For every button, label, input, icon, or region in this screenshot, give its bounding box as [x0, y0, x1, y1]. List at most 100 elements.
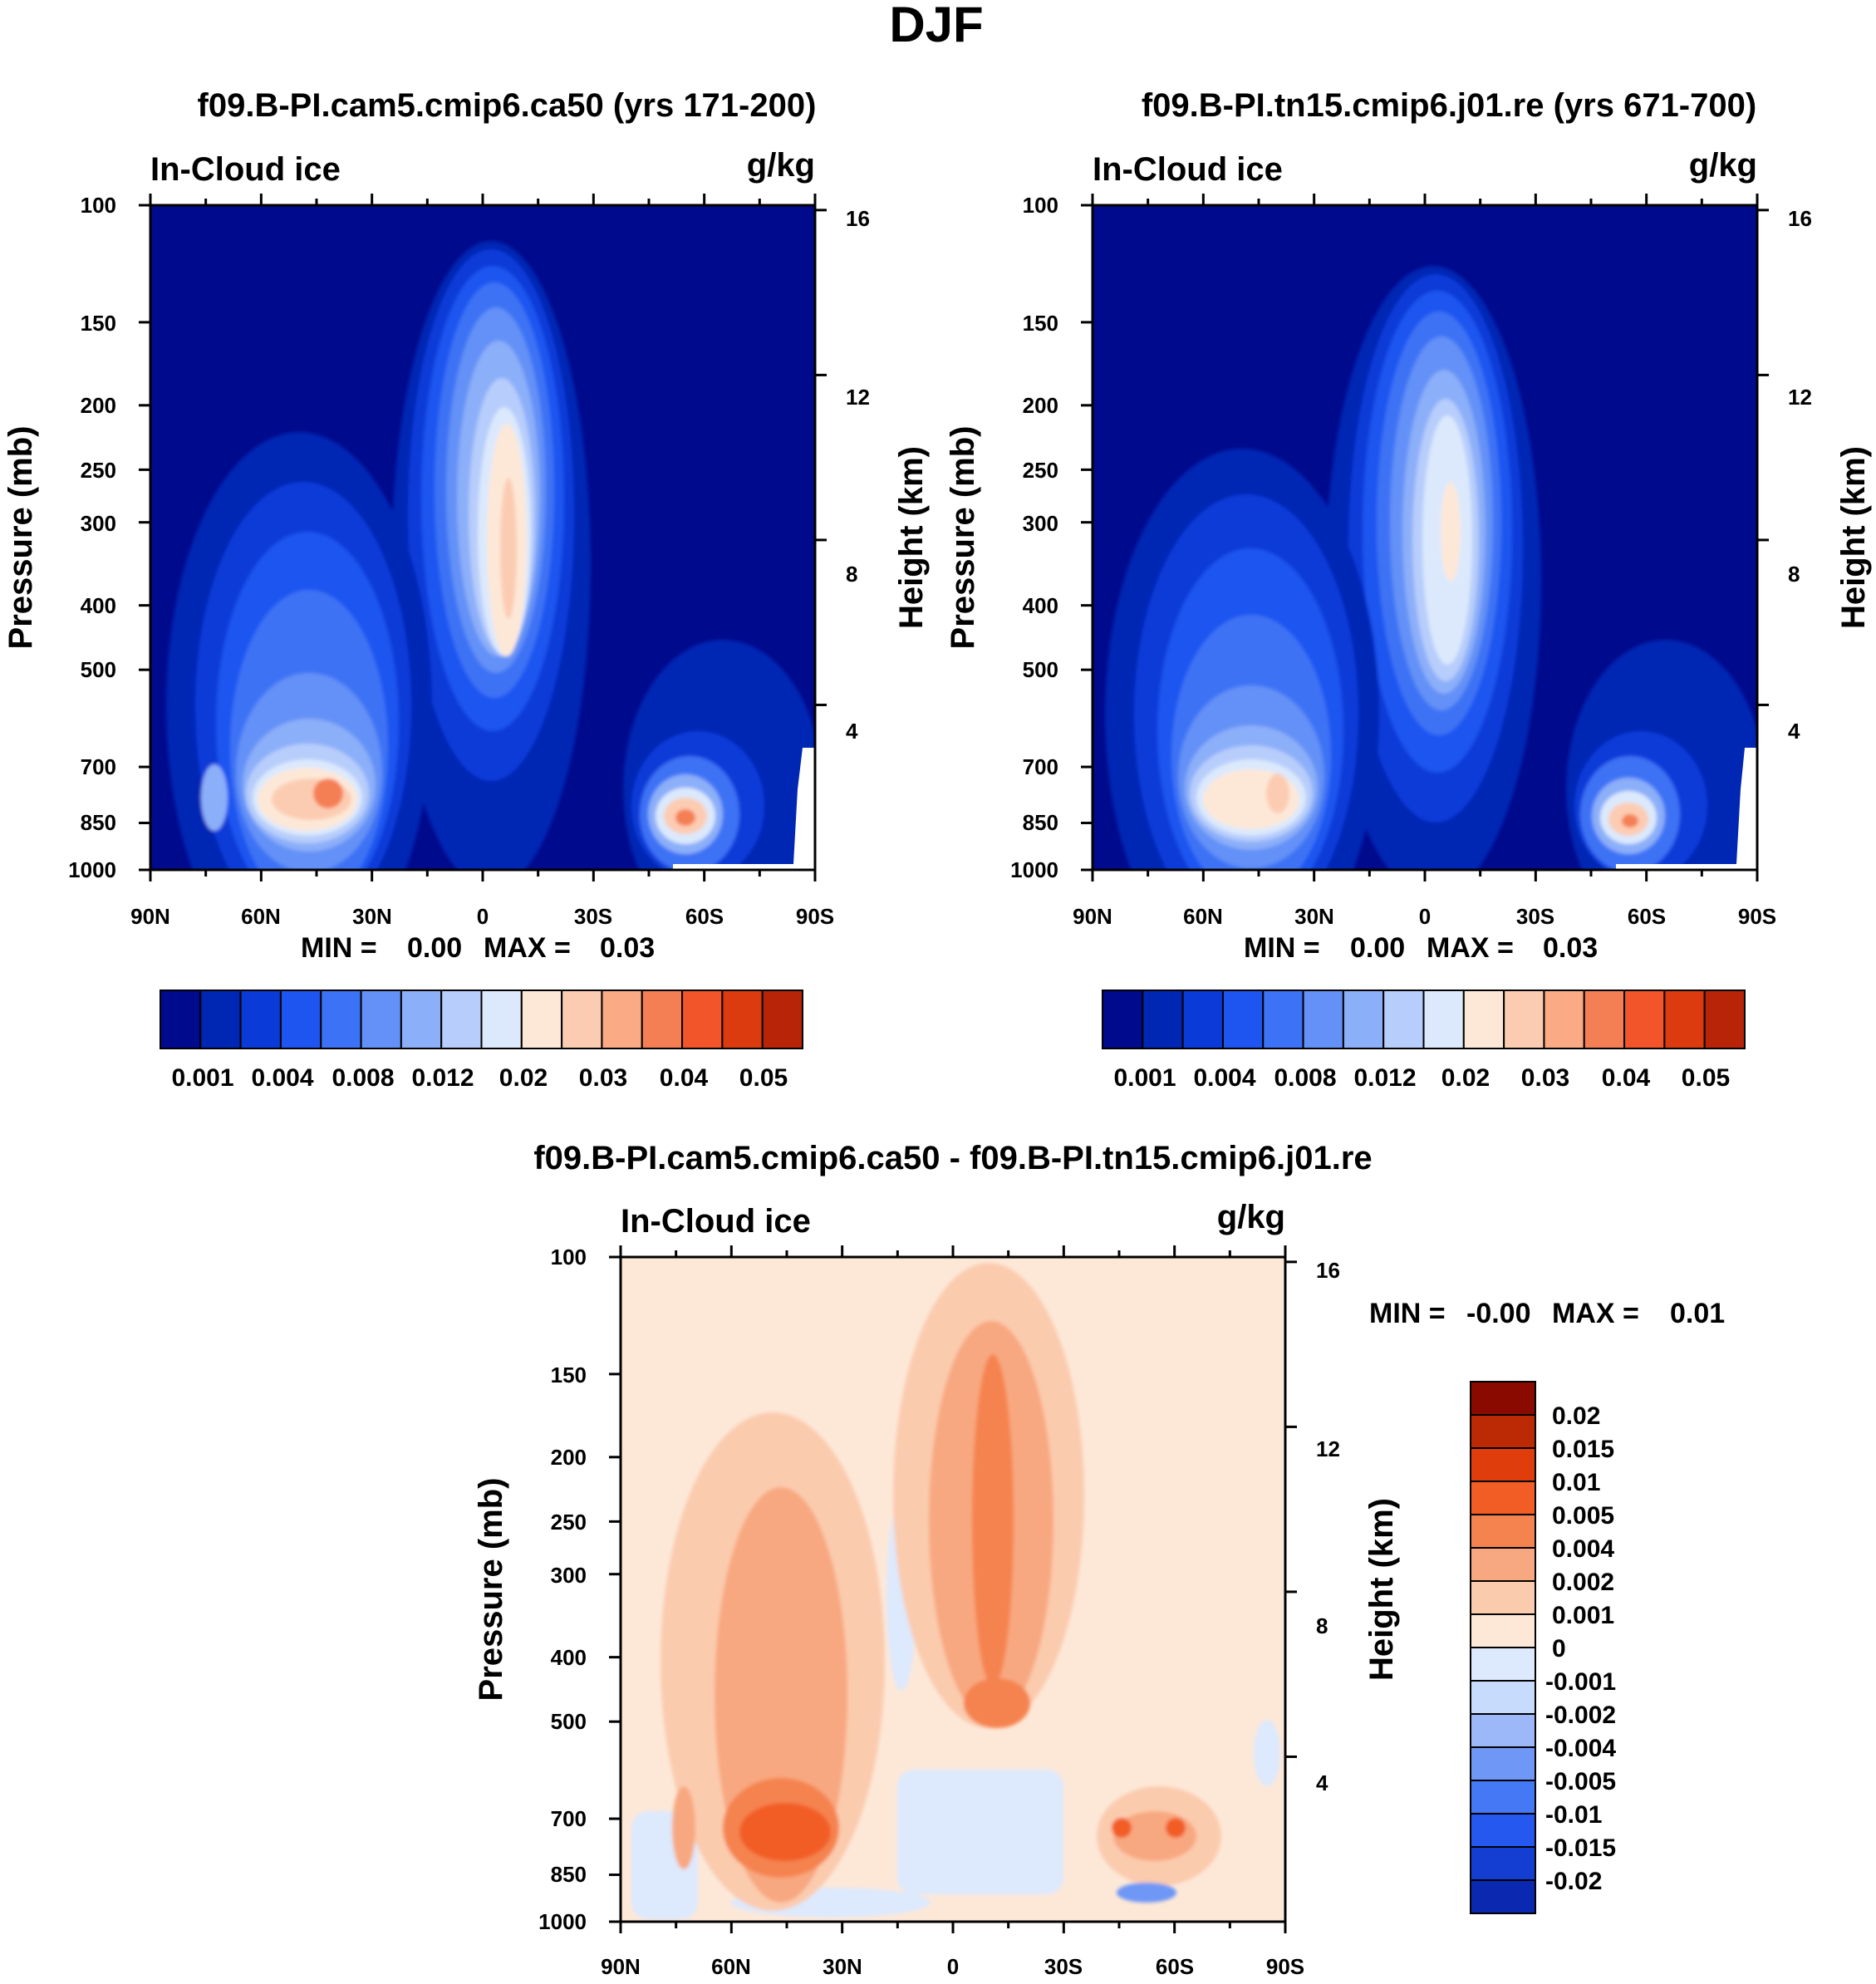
colorbar-swatch — [1470, 1813, 1536, 1848]
colorbar-label: 0.008 — [1274, 1064, 1336, 1092]
colorbar-label: 0.001 — [171, 1064, 233, 1092]
colorbar-swatch — [1470, 1414, 1536, 1449]
colorbar-label: -0.005 — [1545, 1768, 1616, 1795]
contour-field — [621, 1257, 1285, 1922]
x-tick: 90S — [1738, 904, 1776, 929]
y-tick: 500 — [551, 1709, 587, 1734]
min-label: MIN = — [1244, 932, 1320, 964]
colorbar-swatch — [1221, 990, 1265, 1049]
contour-field — [1093, 205, 1757, 870]
colorbar-label: 0.05 — [739, 1064, 788, 1092]
y-axis-label: Pressure (mb) — [2, 426, 39, 650]
colorbar-swatch — [400, 990, 443, 1049]
min-max-readout: MIN = -0.00 MAX = 0.01 — [1369, 1298, 1725, 1329]
colorbar-label: 0.012 — [411, 1064, 474, 1092]
colorbar-swatch — [1302, 990, 1344, 1049]
max-label: MAX = — [1552, 1298, 1639, 1329]
colorbar-swatch — [160, 990, 202, 1049]
colorbar-swatch — [520, 990, 563, 1049]
y-tick: 200 — [551, 1445, 587, 1470]
y-right-tick-labels: 16 12 8 4 — [1788, 206, 1812, 744]
colorbar-swatch — [1470, 1481, 1536, 1515]
figure-title: DJF — [889, 0, 983, 52]
units-label: g/kg — [1689, 147, 1757, 184]
axis-ticks — [1081, 194, 1769, 882]
colorbar-swatch — [1470, 1547, 1536, 1582]
colorbar-swatch — [561, 990, 603, 1049]
min-label: MIN = — [1369, 1298, 1446, 1329]
colorbar-swatch — [360, 990, 402, 1049]
colorbar-swatch — [1470, 1780, 1536, 1815]
y-tick: 400 — [551, 1645, 587, 1670]
y-tick: 100 — [551, 1245, 587, 1269]
y-axis-label: Pressure (mb) — [945, 426, 981, 650]
min-max-readout: MIN = 0.00 MAX = 0.03 — [1244, 932, 1598, 964]
min-value: 0.00 — [407, 932, 462, 964]
variable-label: In-Cloud ice — [1093, 151, 1283, 188]
colorbar-label: 0.015 — [1552, 1436, 1614, 1463]
y-tick: 850 — [1023, 810, 1058, 835]
y-tick: 150 — [1023, 311, 1058, 336]
height-tick: 8 — [1788, 562, 1800, 587]
colorbar-swatch — [1470, 1746, 1536, 1781]
colorbar-label: 0.04 — [1602, 1064, 1651, 1092]
x-tick: 30N — [823, 1954, 862, 1979]
height-tick: 16 — [1788, 206, 1812, 231]
colorbar-swatch — [1470, 1447, 1536, 1482]
panel-title: f09.B-PI.tn15.cmip6.j01.re (yrs 671-700) — [1142, 87, 1756, 124]
y-axis-label: Pressure (mb) — [473, 1478, 509, 1702]
colorbar-label: -0.002 — [1545, 1702, 1616, 1729]
y-tick: 300 — [81, 511, 116, 536]
colorbar-swatch — [279, 990, 322, 1049]
colorbar-swatch — [1623, 990, 1666, 1049]
x-tick: 60S — [1628, 904, 1666, 929]
colorbar-label: 0.005 — [1552, 1502, 1614, 1530]
variable-label: In-Cloud ice — [150, 151, 341, 188]
colorbar-swatch — [1470, 1713, 1536, 1748]
x-tick: 90N — [1073, 904, 1112, 929]
y-tick: 700 — [1023, 754, 1058, 779]
axis-ticks — [609, 1245, 1297, 1933]
colorbar — [1470, 1381, 1536, 1914]
colorbar-swatch — [721, 990, 764, 1049]
colorbar-label: 0.01 — [1552, 1469, 1600, 1496]
x-tick: 30S — [1516, 904, 1554, 929]
colorbar-swatch — [440, 990, 483, 1049]
x-tick: 0 — [477, 904, 489, 929]
x-tick: 30N — [1294, 904, 1334, 929]
y-tick-labels: 100 150 200 250 300 400 500 700 850 1000 — [538, 1245, 587, 1934]
y-right-tick-labels: 16 12 8 4 — [846, 206, 870, 744]
colorbar-label: 0.02 — [1552, 1402, 1600, 1430]
x-tick: 0 — [947, 1954, 959, 1979]
colorbar-label: 0 — [1552, 1635, 1566, 1662]
colorbar-label: -0.015 — [1545, 1834, 1616, 1862]
y-right-axis-label: Height (km) — [1835, 446, 1872, 629]
y-tick: 250 — [1023, 458, 1058, 483]
y-tick: 200 — [81, 393, 116, 418]
colorbar-label: 0.004 — [1552, 1535, 1614, 1563]
colorbar-swatch — [1181, 990, 1224, 1049]
colorbar-label: 0.05 — [1682, 1064, 1730, 1092]
colorbar-swatch — [1503, 990, 1545, 1049]
y-tick: 250 — [81, 458, 116, 483]
x-tick: 90S — [1266, 1954, 1304, 1979]
colorbar-label: 0.03 — [579, 1064, 627, 1092]
y-tick: 500 — [81, 657, 116, 682]
max-label: MAX = — [484, 932, 571, 964]
y-tick: 400 — [1023, 593, 1058, 618]
x-tick: 30S — [574, 904, 612, 929]
x-tick: 60S — [685, 904, 724, 929]
colorbar-label: 0.001 — [1552, 1602, 1614, 1629]
colorbar-swatch — [601, 990, 643, 1049]
colorbar-swatch — [1342, 990, 1385, 1049]
x-tick: 0 — [1419, 904, 1431, 929]
y-right-axis-label: Height (km) — [1363, 1498, 1400, 1681]
colorbar — [1102, 990, 1746, 1049]
height-tick: 16 — [846, 206, 870, 231]
colorbar-swatch — [1470, 1613, 1536, 1648]
x-tick: 60N — [241, 904, 281, 929]
x-tick: 30S — [1044, 1954, 1083, 1979]
y-tick: 150 — [81, 311, 116, 336]
y-tick: 300 — [551, 1563, 587, 1588]
